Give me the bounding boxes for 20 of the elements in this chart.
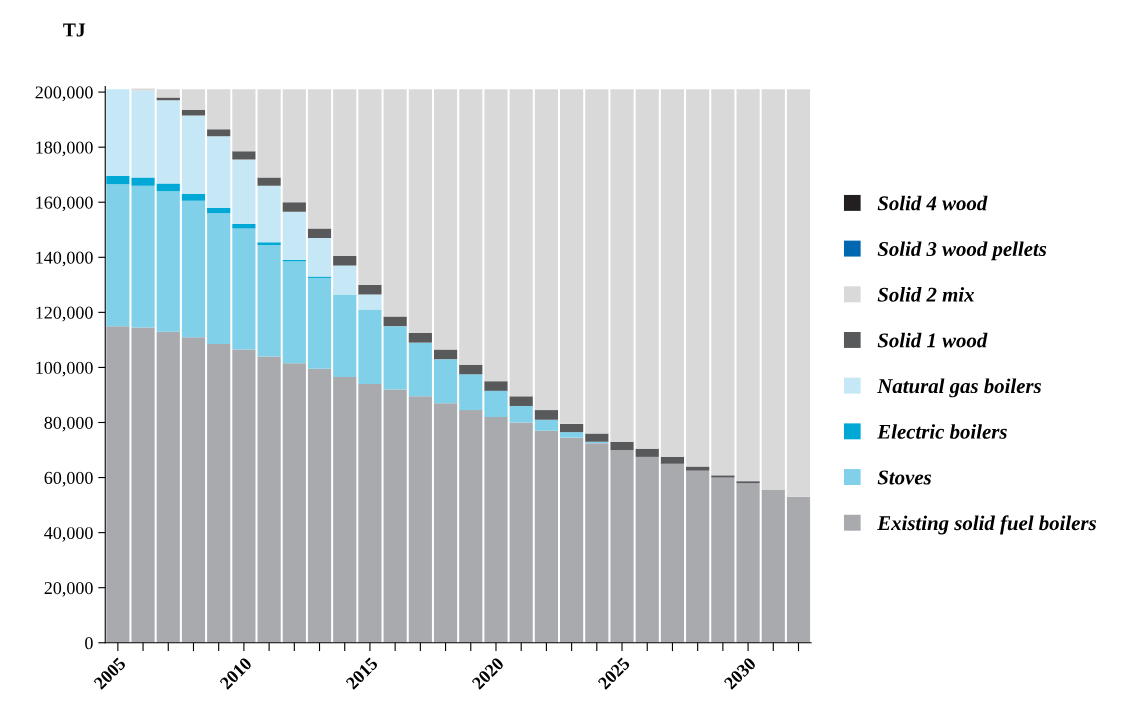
y-tick-label: 120,000 bbox=[36, 306, 93, 322]
legend-label: Stoves bbox=[877, 470, 932, 485]
legend-label: Solid 3 wood pellets bbox=[877, 241, 1047, 261]
legend-label: Solid 4 wood bbox=[877, 195, 988, 211]
y-tick-label: 180,000 bbox=[36, 141, 93, 157]
legend-label: Natural gas boilers bbox=[877, 378, 1042, 398]
y-tick-label: 160,000 bbox=[36, 196, 93, 212]
y-tick-label: 100,000 bbox=[36, 361, 93, 377]
y-tick-label: 20,000 bbox=[44, 581, 93, 597]
y-tick-label: 40,000 bbox=[44, 526, 93, 542]
legend-label: Solid 2 mix bbox=[877, 287, 975, 302]
legend-label: Electric boilers bbox=[877, 424, 1007, 439]
legend-label: Existing solid fuel boilers bbox=[877, 515, 1097, 535]
legend-label: Solid 1 wood bbox=[877, 332, 988, 348]
y-tick-label: 140,000 bbox=[36, 251, 93, 267]
y-axis-title: TJ bbox=[63, 23, 86, 37]
y-tick-label: 200,000 bbox=[35, 86, 93, 102]
y-tick-label: 0 bbox=[85, 637, 93, 650]
y-tick-label: 60,000 bbox=[44, 471, 93, 487]
y-tick-label: 80,000 bbox=[44, 416, 93, 432]
